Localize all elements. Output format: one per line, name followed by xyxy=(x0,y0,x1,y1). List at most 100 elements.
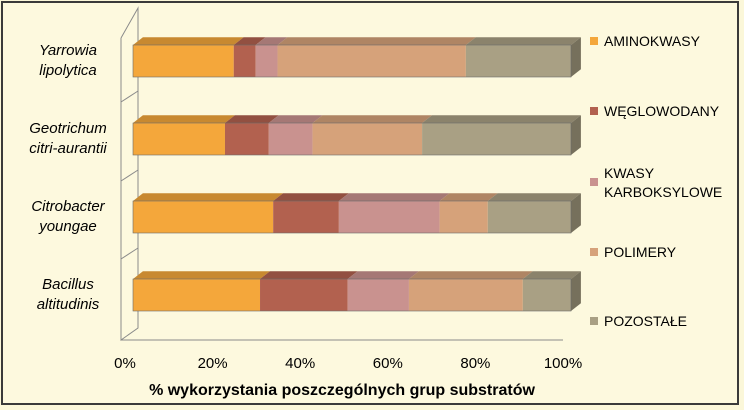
legend-swatch xyxy=(590,317,598,325)
bar-segment xyxy=(133,271,270,311)
bar-segment xyxy=(439,193,498,233)
category-label-line: Geotrichum xyxy=(29,120,107,137)
category-label-line: Citrobacter xyxy=(31,198,105,215)
bar-top-face xyxy=(233,37,266,45)
bar-top-face xyxy=(273,193,349,201)
x-tick-label: 80% xyxy=(460,355,490,372)
bar-segment xyxy=(522,271,581,311)
bar-top-face xyxy=(465,37,581,45)
bar-outline xyxy=(132,122,572,156)
legend-swatch xyxy=(590,37,598,45)
category-label-line: lipolytica xyxy=(39,62,97,79)
bar-segment xyxy=(312,115,432,155)
x-tick-labels: 0% 20% 40% 60% 80% 100% xyxy=(114,355,582,372)
legend-swatch xyxy=(590,178,598,186)
bar-outline xyxy=(132,44,572,78)
x-tick-label: 0% xyxy=(114,355,136,372)
bar-segment xyxy=(268,115,323,155)
bar-segment xyxy=(487,193,581,233)
legend-item: POZOSTAŁE xyxy=(590,313,687,329)
bar-front-face xyxy=(408,279,523,311)
bar-side-face xyxy=(571,271,581,311)
bar-front-face xyxy=(522,279,571,311)
bar-top-face xyxy=(133,193,284,201)
row-divider xyxy=(120,247,139,260)
legend-label-line: KARBOKSYLOWE xyxy=(604,184,722,200)
legend-swatch xyxy=(590,248,598,256)
bar-top-face xyxy=(347,271,419,279)
bar-segment xyxy=(465,37,581,77)
bar-segment xyxy=(233,37,266,77)
legend-item: WĘGLOWODANY xyxy=(590,103,720,119)
bar-segment xyxy=(133,193,284,233)
bar-front-face xyxy=(133,201,274,233)
bar-front-face xyxy=(422,123,571,155)
bar-side-face xyxy=(571,115,581,155)
bar-top-face xyxy=(522,271,581,279)
bar-segment xyxy=(408,271,533,311)
bar-front-face xyxy=(233,45,256,77)
legend-label: POLIMERY xyxy=(604,244,677,260)
legend: AMINOKWASY WĘGLOWODANY KWASY KARBOKSYLOWE PO… xyxy=(590,33,722,329)
row-divider xyxy=(120,90,139,103)
legend-label-line: KWASY xyxy=(604,165,655,181)
bar-segment xyxy=(347,271,419,311)
bar-top-face xyxy=(224,115,279,123)
legend-label: POZOSTAŁE xyxy=(604,313,687,329)
row-divider xyxy=(120,169,139,182)
bar-segment xyxy=(277,37,476,77)
chart-back-wall xyxy=(120,6,563,341)
legend-item: KWASY KARBOKSYLOWE xyxy=(590,165,722,200)
bar-front-face xyxy=(273,201,339,233)
category-label: Bacillus altitudinis xyxy=(37,276,100,313)
bar-top-face xyxy=(255,37,288,45)
bar-front-face xyxy=(338,201,440,233)
bar-front-face xyxy=(255,45,278,77)
category-label-line: Bacillus xyxy=(42,276,94,293)
legend-item: AMINOKWASY xyxy=(590,33,701,49)
x-tick-label: 60% xyxy=(373,355,403,372)
bar-front-face xyxy=(277,45,466,77)
bar-top-face xyxy=(487,193,581,201)
bar-side-face xyxy=(571,193,581,233)
bar-top-face xyxy=(133,271,270,279)
category-label-line: altitudinis xyxy=(37,296,100,313)
category-label: Yarrowia lipolytica xyxy=(39,42,97,79)
bar-top-face xyxy=(277,37,476,45)
x-axis-label: % wykorzystania poszczególnych grup subs… xyxy=(149,382,535,399)
bar-top-face xyxy=(260,271,358,279)
bar-top-face xyxy=(133,115,235,123)
bar-segment xyxy=(260,271,358,311)
bar-segment xyxy=(422,115,581,155)
bar-front-face xyxy=(487,201,571,233)
legend-label: KWASY KARBOKSYLOWE xyxy=(604,165,722,200)
bar-top-face xyxy=(422,115,581,123)
bar-top-face xyxy=(312,115,432,123)
category-label: Geotrichum citri-aurantii xyxy=(29,120,107,157)
x-tick-label: 40% xyxy=(285,355,315,372)
bar-segment xyxy=(338,193,450,233)
legend-swatch xyxy=(590,107,598,115)
bar-segment xyxy=(133,115,235,155)
bar-front-face xyxy=(465,45,571,77)
back-wall-outline xyxy=(120,6,139,341)
bar-segment xyxy=(133,37,244,77)
category-label-line: citri-aurantii xyxy=(29,140,107,157)
bar-front-face xyxy=(224,123,269,155)
bar-segment xyxy=(224,115,279,155)
bar-front-face xyxy=(347,279,409,311)
x-tick-label: 20% xyxy=(198,355,228,372)
category-labels: Yarrowia lipolytica Geotrichum citri-aurant… xyxy=(29,42,107,313)
bar-front-face xyxy=(133,123,225,155)
bar-front-face xyxy=(268,123,313,155)
x-tick-label: 100% xyxy=(544,355,582,372)
legend-item: POLIMERY xyxy=(590,244,677,260)
bar-top-face xyxy=(133,37,244,45)
bar-segment xyxy=(273,193,349,233)
bar-top-face xyxy=(338,193,450,201)
bar-segment xyxy=(255,37,288,77)
bar-front-face xyxy=(312,123,423,155)
bar-top-face xyxy=(268,115,323,123)
bar-outline xyxy=(132,200,572,234)
